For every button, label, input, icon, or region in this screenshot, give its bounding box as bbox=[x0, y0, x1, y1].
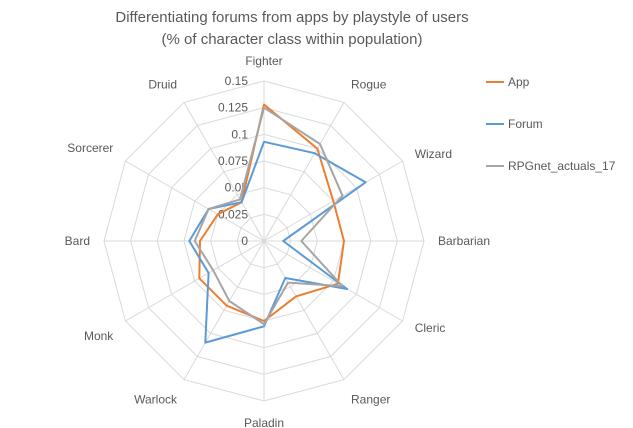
category-label: Fighter bbox=[245, 54, 282, 68]
tick-label: 0 bbox=[241, 234, 248, 248]
legend-label: RPGnet_actuals_17 bbox=[508, 159, 616, 173]
chart-subtitle: (% of character class within population) bbox=[162, 31, 423, 48]
category-labels: Fighter Rogue Wizard Barbarian Cleric Ranger P… bbox=[65, 54, 490, 428]
series-line bbox=[188, 140, 367, 344]
category-label: Wizard bbox=[415, 147, 452, 161]
axis-spoke bbox=[183, 102, 265, 242]
legend-label: App bbox=[508, 75, 530, 89]
series-line bbox=[193, 106, 344, 326]
axis-spoke bbox=[125, 160, 265, 242]
series-line bbox=[198, 103, 345, 322]
tick-label: 0.075 bbox=[218, 154, 248, 168]
category-label: Ranger bbox=[351, 393, 390, 407]
data-series bbox=[188, 103, 367, 344]
category-label: Sorcerer bbox=[67, 141, 113, 155]
tick-label: 0.15 bbox=[225, 74, 249, 88]
axis-spoke bbox=[125, 240, 265, 322]
category-label: Druid bbox=[148, 77, 177, 91]
axis-spoke bbox=[183, 240, 265, 380]
category-label: Warlock bbox=[134, 393, 178, 407]
category-label: Barbarian bbox=[438, 234, 490, 248]
radar-grid bbox=[103, 80, 425, 402]
category-label: Paladin bbox=[244, 416, 284, 428]
category-label: Bard bbox=[65, 234, 90, 248]
category-label: Cleric bbox=[415, 321, 446, 335]
legend: App Forum RPGnet_actuals_17 bbox=[486, 75, 616, 173]
axis-spoke bbox=[263, 240, 345, 380]
tick-label: 0.1 bbox=[231, 127, 248, 141]
tick-label: 0.025 bbox=[218, 207, 248, 221]
axis-spoke bbox=[263, 102, 345, 242]
category-label: Rogue bbox=[351, 77, 387, 91]
tick-label: 0.125 bbox=[218, 101, 248, 115]
category-label: Monk bbox=[84, 329, 114, 343]
legend-label: Forum bbox=[508, 117, 543, 131]
chart-title: Differentiating forums from apps by play… bbox=[115, 9, 468, 26]
axis-spoke bbox=[263, 240, 403, 322]
